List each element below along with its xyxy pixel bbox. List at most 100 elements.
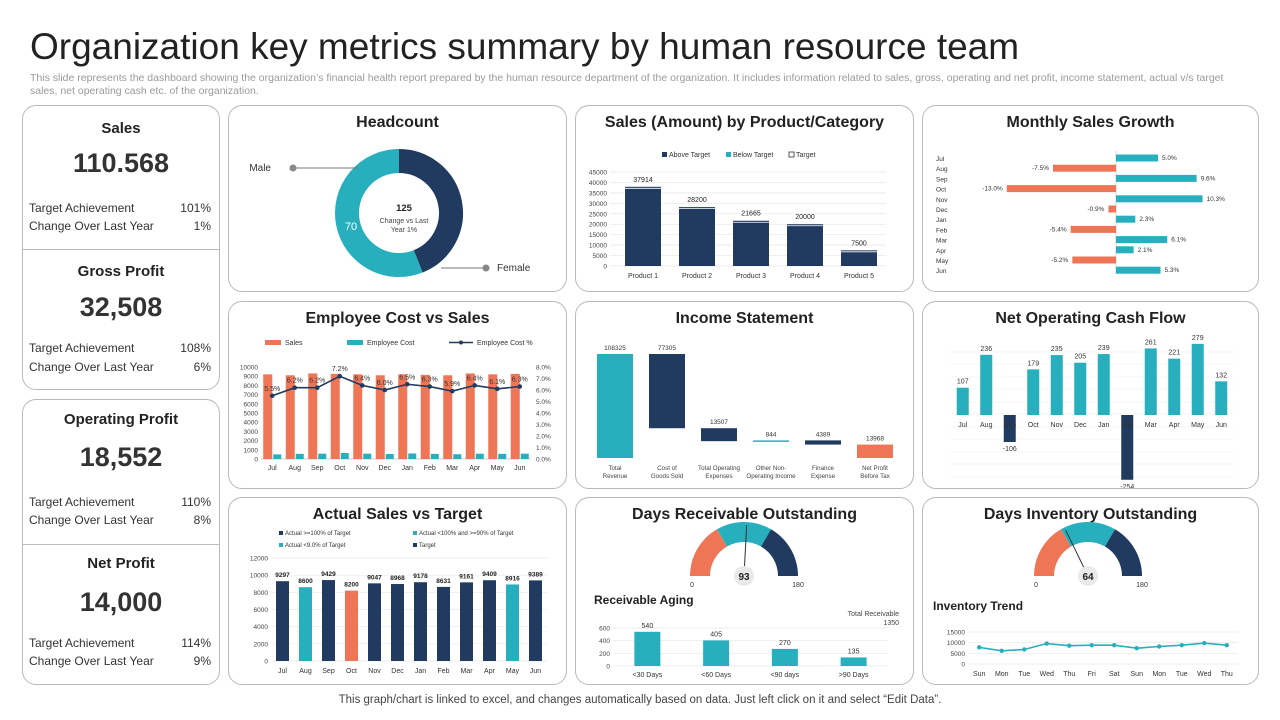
legend-swatch — [279, 543, 283, 547]
x-tick-label: Thu — [1221, 671, 1233, 678]
bar-value-label: 9429 — [321, 571, 336, 578]
x-tick-label: Dec — [391, 668, 404, 675]
line-point — [404, 381, 410, 387]
bar-value-label: 108325 — [604, 345, 626, 352]
bar-value-label: 9047 — [367, 574, 382, 581]
x-tick-label: Dec — [379, 465, 392, 472]
bar-negative — [1006, 185, 1116, 193]
bar-sales — [488, 374, 498, 459]
y-tick-label: 3000 — [244, 429, 259, 436]
y2-tick-label: 2.0% — [536, 434, 551, 441]
bar-value-label: 135 — [848, 648, 860, 655]
bar-value-label: 28200 — [687, 197, 707, 204]
x-tick-label: Tue — [1176, 671, 1188, 678]
bar — [529, 580, 542, 661]
bar — [368, 583, 381, 661]
y2-tick-label: 3.0% — [536, 422, 551, 429]
y-tick-label: 15000 — [947, 630, 965, 637]
x-tick-line: Total — [608, 465, 621, 472]
income-statement-chart: 108325 77305 13507 844 4389 13968 Total Revenue… — [597, 345, 893, 480]
trend-point — [1157, 644, 1162, 649]
y-tick-label: 9000 — [244, 374, 259, 381]
bar-positive — [1116, 266, 1161, 274]
bar-value-label: 8600 — [298, 578, 313, 585]
gauge-segment — [717, 522, 771, 547]
page-title: Organization key metrics summary by huma… — [30, 26, 1020, 67]
y-category-label: Jan — [936, 217, 947, 224]
bar — [391, 584, 404, 661]
x-tick-line: Expense — [811, 473, 836, 480]
y-tick-label: 8000 — [244, 383, 259, 390]
headcount-card: Headcount 125 Change vs Last Year 1% 70 Male… — [228, 105, 567, 292]
bar-positive — [1116, 215, 1136, 223]
kpi-target-row: Target Achievement 110% — [29, 495, 211, 509]
bar-value-label: 540 — [642, 623, 654, 630]
y-tick-label: 1000 — [244, 447, 259, 454]
bar-employee-cost — [273, 454, 282, 459]
line-point — [337, 373, 343, 379]
legend-swatch-below — [726, 152, 731, 157]
x-tick-label: May — [506, 668, 520, 675]
y-tick-label: 45000 — [589, 170, 607, 177]
donut-inner-label: 70 — [345, 221, 357, 233]
bar-positive — [980, 354, 993, 415]
bar-value-label: 9297 — [275, 572, 290, 579]
card-title: Employee Cost vs Sales — [305, 310, 490, 327]
bar-value-label: 405 — [710, 631, 722, 638]
kpi-target-value: 101% — [180, 201, 211, 215]
bar-value-label: 9.6% — [1201, 175, 1216, 182]
waterfall-bar — [753, 440, 789, 442]
bar-value-label: 21665 — [741, 211, 761, 218]
bar — [276, 581, 289, 661]
line-value-label: 6.0% — [377, 380, 393, 387]
bar-sales — [330, 373, 340, 459]
kpi-title: Net Profit — [87, 555, 155, 572]
x-tick-label: Product 5 — [844, 273, 874, 280]
bar-positive — [1027, 369, 1040, 415]
legend-label: Actual <100% and >=90% of Target — [419, 531, 514, 537]
legend-dot-female — [482, 264, 490, 272]
kpi-divider — [23, 544, 219, 545]
line-value-label: 5.5% — [264, 386, 280, 393]
waterfall-bar — [857, 444, 893, 458]
sales-product-chart: 0 5000 10000 15000 20000 25000 30000 35000 40000… — [589, 151, 886, 280]
bar-value-label: 279 — [1192, 335, 1204, 342]
sub-chart-title: Receivable Aging — [594, 593, 694, 607]
kpi-card-sales-gross: Sales 110.568 Target Achievement 101% Cha… — [22, 105, 220, 390]
y-category-label: May — [936, 258, 949, 265]
line-value-label: 6.1% — [489, 379, 505, 386]
kpi-target-label: Target Achievement — [29, 341, 135, 355]
legend-dot-male — [289, 164, 297, 172]
y-tick-label: 10000 — [589, 243, 607, 250]
y-tick-label: 10000 — [250, 573, 268, 580]
kpi-change-label: Change Over Last Year — [29, 654, 154, 668]
kpi-value: 110.568 — [72, 148, 170, 178]
bar-sales — [353, 374, 363, 459]
kpi-change-label: Change Over Last Year — [29, 360, 154, 374]
x-tick-label: Mar — [1145, 422, 1158, 429]
bar — [299, 587, 312, 661]
bar-value-label: -7.5% — [1032, 165, 1049, 172]
total-receivable-label: Total Receivable — [848, 611, 899, 618]
y-tick-label: 15000 — [589, 232, 607, 239]
bar-negative — [1003, 415, 1016, 443]
y-tick-label: 7000 — [244, 392, 259, 399]
x-tick-label: Sep — [311, 465, 324, 472]
x-tick-label: Sep — [1004, 422, 1017, 429]
bar — [437, 586, 450, 661]
x-tick-label: Feb — [424, 465, 436, 472]
line-value-label: 6.5% — [399, 374, 415, 381]
kpi-target-value: 110% — [181, 495, 211, 509]
y-tick-label: 200 — [599, 651, 610, 658]
bar — [634, 631, 661, 666]
bar-value-label: 37914 — [633, 177, 653, 184]
line-value-label: 6.4% — [467, 375, 483, 382]
line-value-label: 6.3% — [422, 377, 438, 384]
bar-value-label: 9178 — [413, 573, 428, 580]
x-tick-label: Nov — [356, 465, 369, 472]
bar-value-label: 8631 — [436, 578, 451, 585]
x-tick-label: Jan — [1098, 422, 1109, 429]
legend-label: Target — [796, 152, 816, 159]
legend-label: Sales — [285, 340, 303, 347]
bar-value-label: -13.0% — [982, 186, 1003, 193]
